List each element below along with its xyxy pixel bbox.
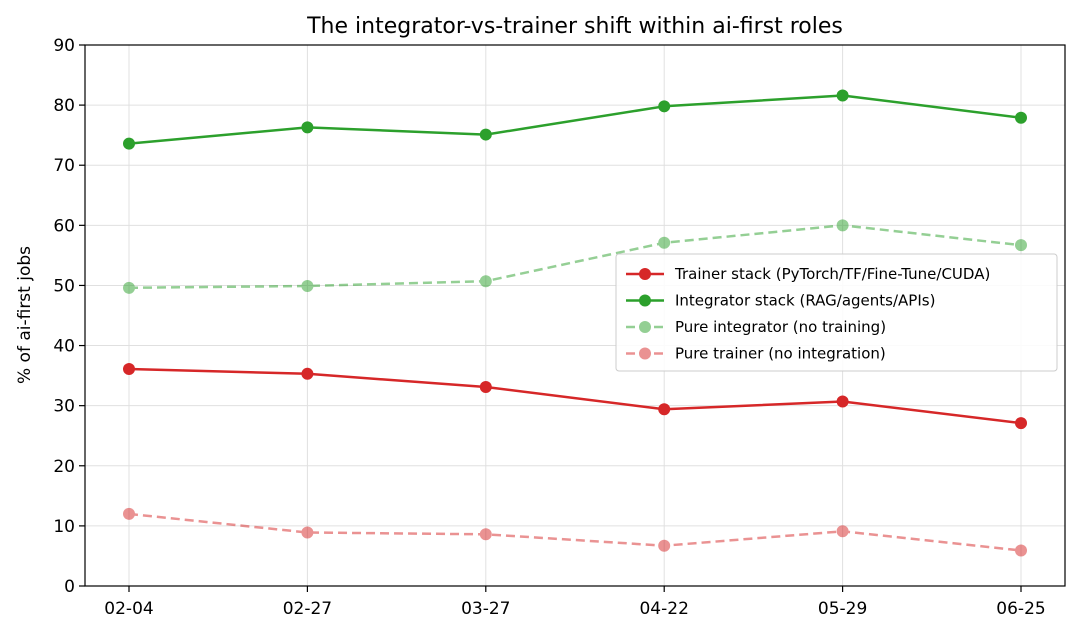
legend: Trainer stack (PyTorch/TF/Fine-Tune/CUDA…	[615, 253, 1058, 372]
data-point	[123, 507, 135, 520]
series-line	[128, 224, 1022, 290]
x-axis: 02-04 02-27 03-27 04-22 05-29 06-25	[104, 586, 1046, 619]
data-point	[836, 219, 849, 232]
data-point	[658, 100, 671, 113]
legend-marker	[639, 321, 651, 333]
data-point	[301, 121, 314, 134]
x-tick-label: 03-27	[461, 599, 510, 619]
x-tick-label: 04-22	[639, 599, 688, 619]
data-point	[836, 395, 849, 408]
legend-entry	[626, 268, 664, 280]
data-point	[658, 236, 671, 249]
data-point	[1015, 111, 1027, 124]
x-tick-label: 02-04	[104, 599, 153, 619]
y-tick-label: 40	[53, 337, 75, 357]
y-tick-label: 90	[53, 36, 75, 56]
data-point	[479, 381, 492, 394]
data-point	[658, 403, 671, 416]
legend-entry	[626, 294, 664, 307]
y-tick-label: 80	[53, 96, 75, 116]
series-line	[128, 367, 1022, 425]
chart-title: The integrator-vs-trainer shift within a…	[306, 14, 843, 39]
y-tick-label: 70	[53, 156, 75, 176]
y-tick-label: 10	[53, 517, 75, 537]
y-tick-label: 20	[53, 457, 75, 477]
legend-label: Trainer stack (PyTorch/TF/Fine-Tune/CUDA…	[674, 265, 990, 283]
series-2	[123, 89, 1027, 150]
series-line	[128, 512, 1022, 552]
data-point	[1015, 239, 1027, 252]
data-point	[836, 89, 849, 102]
series-line	[128, 94, 1022, 145]
legend-box	[615, 253, 1058, 372]
legend-marker	[639, 268, 651, 280]
x-tick-label: 02-27	[283, 599, 332, 619]
y-tick-label: 50	[53, 276, 75, 296]
data-point	[301, 367, 314, 380]
data-point	[479, 128, 492, 141]
data-point	[123, 362, 135, 375]
data-point	[123, 137, 135, 150]
series-3	[123, 219, 1027, 294]
series-layer	[123, 89, 1027, 557]
legend-entry	[626, 347, 664, 360]
y-tick-label: 60	[53, 216, 75, 236]
data-point	[123, 281, 135, 294]
legend-label: Pure trainer (no integration)	[675, 345, 886, 363]
x-tick-label: 06-25	[996, 599, 1045, 619]
series-4	[123, 507, 1027, 557]
data-point	[1015, 544, 1027, 557]
plot-frame	[84, 44, 1066, 587]
data-point	[301, 280, 314, 293]
x-tick-label: 05-29	[818, 599, 867, 619]
legend-label: Pure integrator (no training)	[675, 318, 886, 336]
data-point	[658, 539, 671, 552]
data-point	[301, 526, 314, 539]
y-tick-label: 0	[64, 577, 75, 597]
data-point	[479, 528, 492, 541]
data-point	[1015, 417, 1027, 430]
y-axis-label: % of ai-first jobs	[15, 246, 35, 384]
series-1	[123, 362, 1027, 430]
legend-label: Integrator stack (RAG/agents/APIs)	[675, 292, 935, 310]
legend-marker	[639, 347, 651, 360]
data-point	[479, 275, 492, 288]
y-axis: 0 10 20 30 40 50 60 70 80 90	[53, 36, 85, 597]
y-tick-label: 30	[53, 397, 75, 417]
data-point	[836, 525, 849, 538]
legend-entry	[626, 321, 664, 333]
legend-marker	[639, 294, 651, 307]
